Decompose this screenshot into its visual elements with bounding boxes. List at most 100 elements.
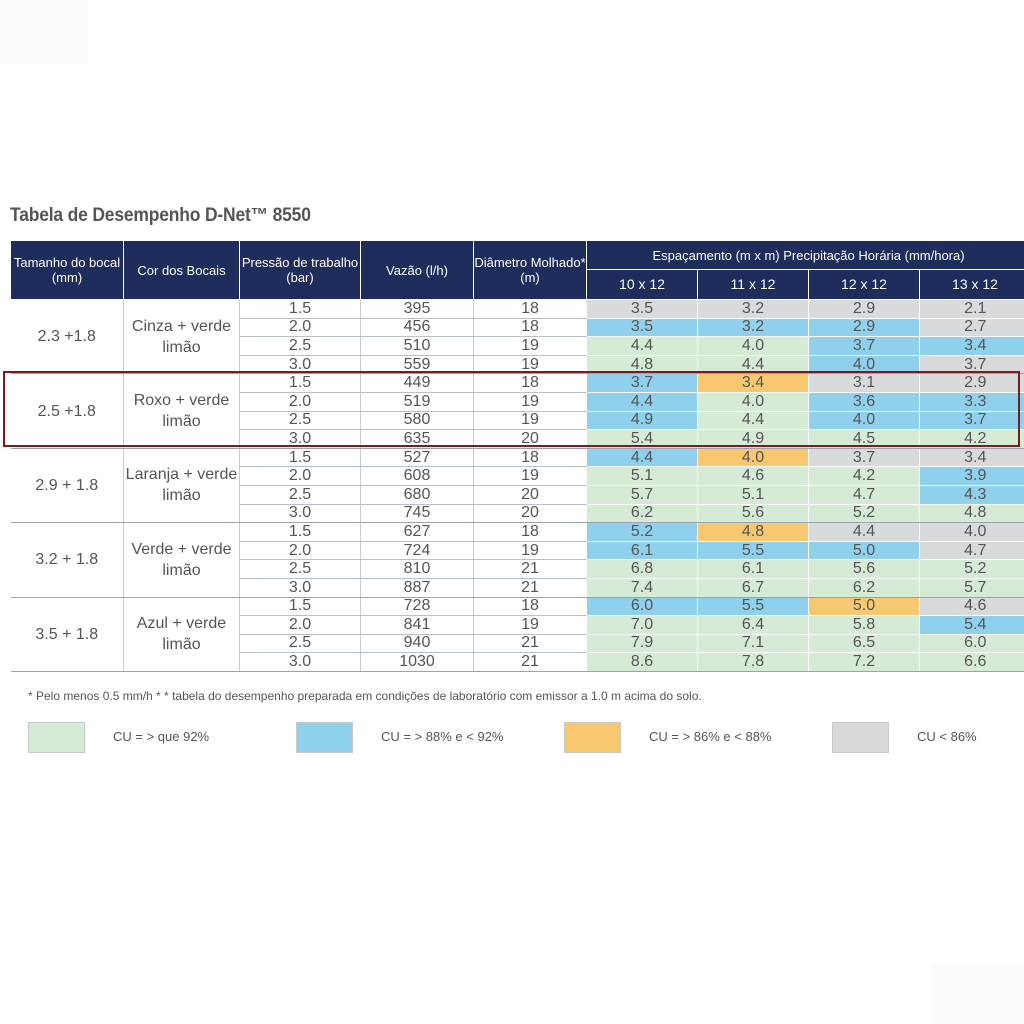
legend: CU = > que 92% CU = > 88% e < 92% CU = >… xyxy=(0,722,1024,754)
diameter-cell: 21 xyxy=(473,634,587,654)
table-row: 2.0 456 18 3.5 3.2 2.9 2.7 xyxy=(11,318,1024,338)
flow-cell: 519 xyxy=(360,392,474,412)
table-row: 2.3 +1.8 Cinza + verde limão 1.5 395 18 3.5 3.… xyxy=(10,299,1024,375)
pressure-cell: 1.5 xyxy=(239,448,361,468)
flow-cell: 745 xyxy=(360,504,474,524)
pressure-cell: 2.0 xyxy=(239,466,361,486)
precip-cell-10x12: 7.0 xyxy=(586,615,698,635)
precip-cell-10x12: 6.2 xyxy=(586,504,698,524)
precip-cell-12x12: 4.5 xyxy=(808,429,920,449)
diameter-cell: 19 xyxy=(473,355,587,375)
precip-cell-10x12: 5.1 xyxy=(586,466,698,486)
precip-cell-11x12: 6.1 xyxy=(697,559,809,579)
table-row: 3.5 + 1.8 Azul + verde limão 1.5 728 18 6.0 5.… xyxy=(10,597,1024,672)
legend-label-blue: CU = > 88% e < 92% xyxy=(381,729,504,744)
diameter-cell: 19 xyxy=(473,392,587,412)
header-spacing-13x12: 13 x 12 xyxy=(918,269,1024,300)
precip-cell-10x12: 5.2 xyxy=(586,522,698,542)
nozzle-size-cell: 3.2 + 1.8 xyxy=(10,522,124,598)
flow-cell: 395 xyxy=(360,299,474,319)
nozzle-color-cell: Cinza + verde limão xyxy=(123,299,240,375)
flow-cell: 728 xyxy=(360,597,474,617)
precip-cell-10x12: 4.4 xyxy=(586,336,698,356)
table-row: 3.0 1030 21 8.6 7.8 7.2 6.6 xyxy=(11,652,1024,672)
precip-cell-11x12: 4.9 xyxy=(697,429,809,449)
precip-cell-10x12: 7.4 xyxy=(586,578,698,598)
flow-cell: 527 xyxy=(360,448,474,468)
table-row: 3.0 559 19 4.8 4.4 4.0 3.7 xyxy=(11,355,1024,375)
pressure-cell: 1.5 xyxy=(239,597,361,617)
precip-cell-12x12: 3.1 xyxy=(808,373,920,393)
diameter-cell: 20 xyxy=(473,485,587,505)
pressure-cell: 1.5 xyxy=(239,373,361,393)
precip-cell-11x12: 4.4 xyxy=(697,355,809,375)
flow-cell: 1030 xyxy=(360,652,474,672)
nozzle-size-cell: 2.3 +1.8 xyxy=(10,299,124,375)
table-title: Tabela de Desempenho D-Net™ 8550 xyxy=(10,205,311,226)
pressure-cell: 2.5 xyxy=(239,485,361,505)
precip-cell-12x12: 4.7 xyxy=(808,485,920,505)
flow-cell: 810 xyxy=(360,559,474,579)
pressure-cell: 3.0 xyxy=(239,504,361,524)
precip-cell-12x12: 5.8 xyxy=(808,615,920,635)
precip-cell-10x12: 3.5 xyxy=(586,299,698,319)
flow-cell: 887 xyxy=(360,578,474,598)
flow-cell: 559 xyxy=(360,355,474,375)
precip-cell-10x12: 8.6 xyxy=(586,652,698,672)
precip-cell-11x12: 4.0 xyxy=(697,336,809,356)
precip-cell-12x12: 5.0 xyxy=(808,597,920,617)
flow-cell: 627 xyxy=(360,522,474,542)
nozzle-size-cell: 2.9 + 1.8 xyxy=(10,448,124,524)
table-body: 2.3 +1.8 Cinza + verde limão 1.5 395 18 3.5 3.… xyxy=(10,299,1024,672)
nozzle-size-cell: 3.5 + 1.8 xyxy=(10,597,124,672)
table-row: 2.5 680 20 5.7 5.1 4.7 4.3 xyxy=(11,485,1024,505)
legend-swatch-gray xyxy=(832,722,889,753)
precip-cell-11x12: 4.8 xyxy=(697,522,809,542)
pressure-cell: 2.5 xyxy=(239,336,361,356)
flow-cell: 841 xyxy=(360,615,474,635)
precip-cell-12x12: 2.9 xyxy=(808,318,920,338)
precip-cell-11x12: 7.1 xyxy=(697,634,809,654)
flow-cell: 724 xyxy=(360,541,474,561)
flow-cell: 510 xyxy=(360,336,474,356)
pressure-cell: 2.0 xyxy=(239,541,361,561)
pressure-cell: 2.5 xyxy=(239,411,361,431)
diameter-cell: 18 xyxy=(473,597,587,617)
legend-swatch-orange xyxy=(564,722,621,753)
precip-cell-13x12: 2.9 xyxy=(918,373,1024,393)
table-row: 2.5 +1.8 Roxo + verde limão 1.5 449 18 3.7 3.4… xyxy=(10,373,1024,449)
precip-cell-13x12: 3.3 xyxy=(918,392,1024,412)
diameter-cell: 21 xyxy=(473,559,587,579)
precip-cell-11x12: 6.4 xyxy=(697,615,809,635)
legend-label-gray: CU < 86% xyxy=(917,729,977,744)
corner-artifact-bottom-right xyxy=(932,964,1024,1024)
table-row: 2.5 940 21 7.9 7.1 6.5 6.0 xyxy=(11,634,1024,654)
precip-cell-12x12: 7.2 xyxy=(808,652,920,672)
table-row: 2.5 810 21 6.8 6.1 5.6 5.2 xyxy=(11,559,1024,579)
precip-cell-12x12: 4.2 xyxy=(808,466,920,486)
header-diameter: Diâmetro Molhado* (m) xyxy=(473,240,587,300)
header-row-spacings: 10 x 12 11 x 12 12 x 12 13 x 12 xyxy=(11,269,1024,300)
pressure-cell: 2.5 xyxy=(239,634,361,654)
flow-cell: 580 xyxy=(360,411,474,431)
precip-cell-11x12: 4.0 xyxy=(697,392,809,412)
header-row-top: Tamanho do bocal (mm) Cor dos Bocais Pre… xyxy=(10,240,1024,300)
nozzle-color-cell: Roxo + verde limão xyxy=(123,373,240,449)
precip-cell-13x12: 3.7 xyxy=(918,411,1024,431)
precip-cell-13x12: 5.7 xyxy=(918,578,1024,598)
precip-cell-10x12: 3.5 xyxy=(586,318,698,338)
pressure-cell: 3.0 xyxy=(239,652,361,672)
table-row: 2.0 519 19 4.4 4.0 3.6 3.3 xyxy=(11,392,1024,412)
precip-cell-10x12: 3.7 xyxy=(586,373,698,393)
diameter-cell: 20 xyxy=(473,504,587,524)
precip-cell-12x12: 4.4 xyxy=(808,522,920,542)
header-color: Cor dos Bocais xyxy=(123,240,240,300)
precip-cell-13x12: 5.4 xyxy=(918,615,1024,635)
precip-cell-13x12: 4.8 xyxy=(918,504,1024,524)
pressure-cell: 2.5 xyxy=(239,559,361,579)
corner-artifact-top-left xyxy=(0,0,88,62)
diameter-cell: 19 xyxy=(473,466,587,486)
precip-cell-11x12: 5.5 xyxy=(697,597,809,617)
precip-cell-13x12: 4.3 xyxy=(918,485,1024,505)
precip-cell-12x12: 5.6 xyxy=(808,559,920,579)
